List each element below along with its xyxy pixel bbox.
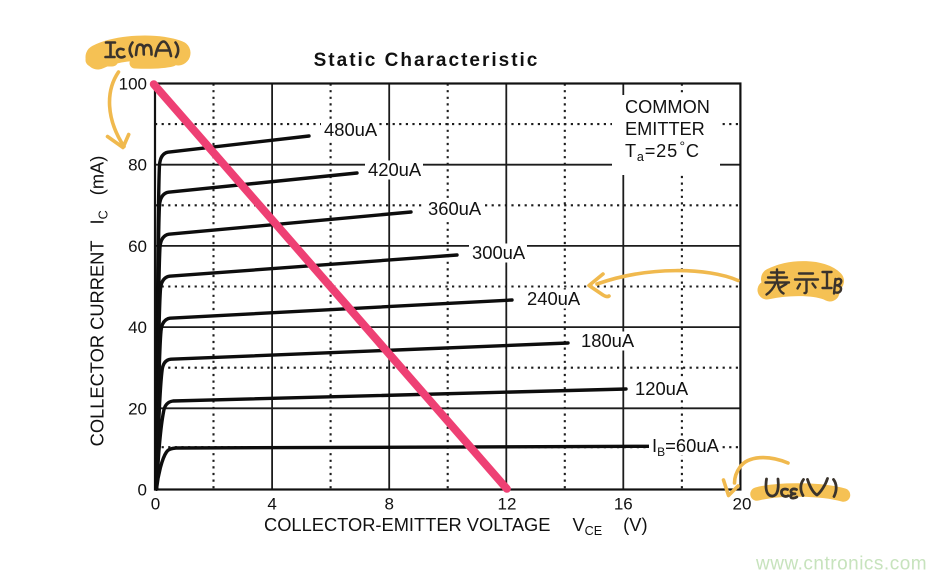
svg-text:360uA: 360uA (428, 198, 482, 219)
svg-text:240uA: 240uA (527, 288, 581, 309)
svg-text:300uA: 300uA (472, 242, 526, 263)
svg-text:420uA: 420uA (368, 159, 422, 180)
svg-text:40: 40 (128, 318, 147, 337)
svg-text:EMITTER: EMITTER (625, 119, 705, 139)
svg-text:12: 12 (498, 495, 517, 514)
svg-text:16: 16 (614, 495, 633, 514)
svg-text:www.cntronics.com: www.cntronics.com (755, 554, 927, 575)
svg-text:60: 60 (128, 237, 147, 256)
svg-text:Ta=25°C: Ta=25 °C (625, 138, 700, 164)
svg-text:8: 8 (384, 495, 393, 514)
svg-text:20: 20 (128, 399, 147, 418)
svg-text:120uA: 120uA (635, 378, 689, 399)
svg-text:0: 0 (138, 481, 147, 500)
svg-text:0: 0 (151, 495, 160, 514)
svg-text:COMMON: COMMON (625, 97, 710, 117)
svg-text:Static Characteristic: Static Characteristic (314, 50, 540, 71)
svg-text:180uA: 180uA (581, 330, 635, 351)
svg-text:100: 100 (119, 75, 147, 94)
svg-text:80: 80 (128, 156, 147, 175)
svg-text:4: 4 (267, 495, 276, 514)
svg-text:20: 20 (733, 495, 752, 514)
svg-text:480uA: 480uA (324, 119, 378, 140)
